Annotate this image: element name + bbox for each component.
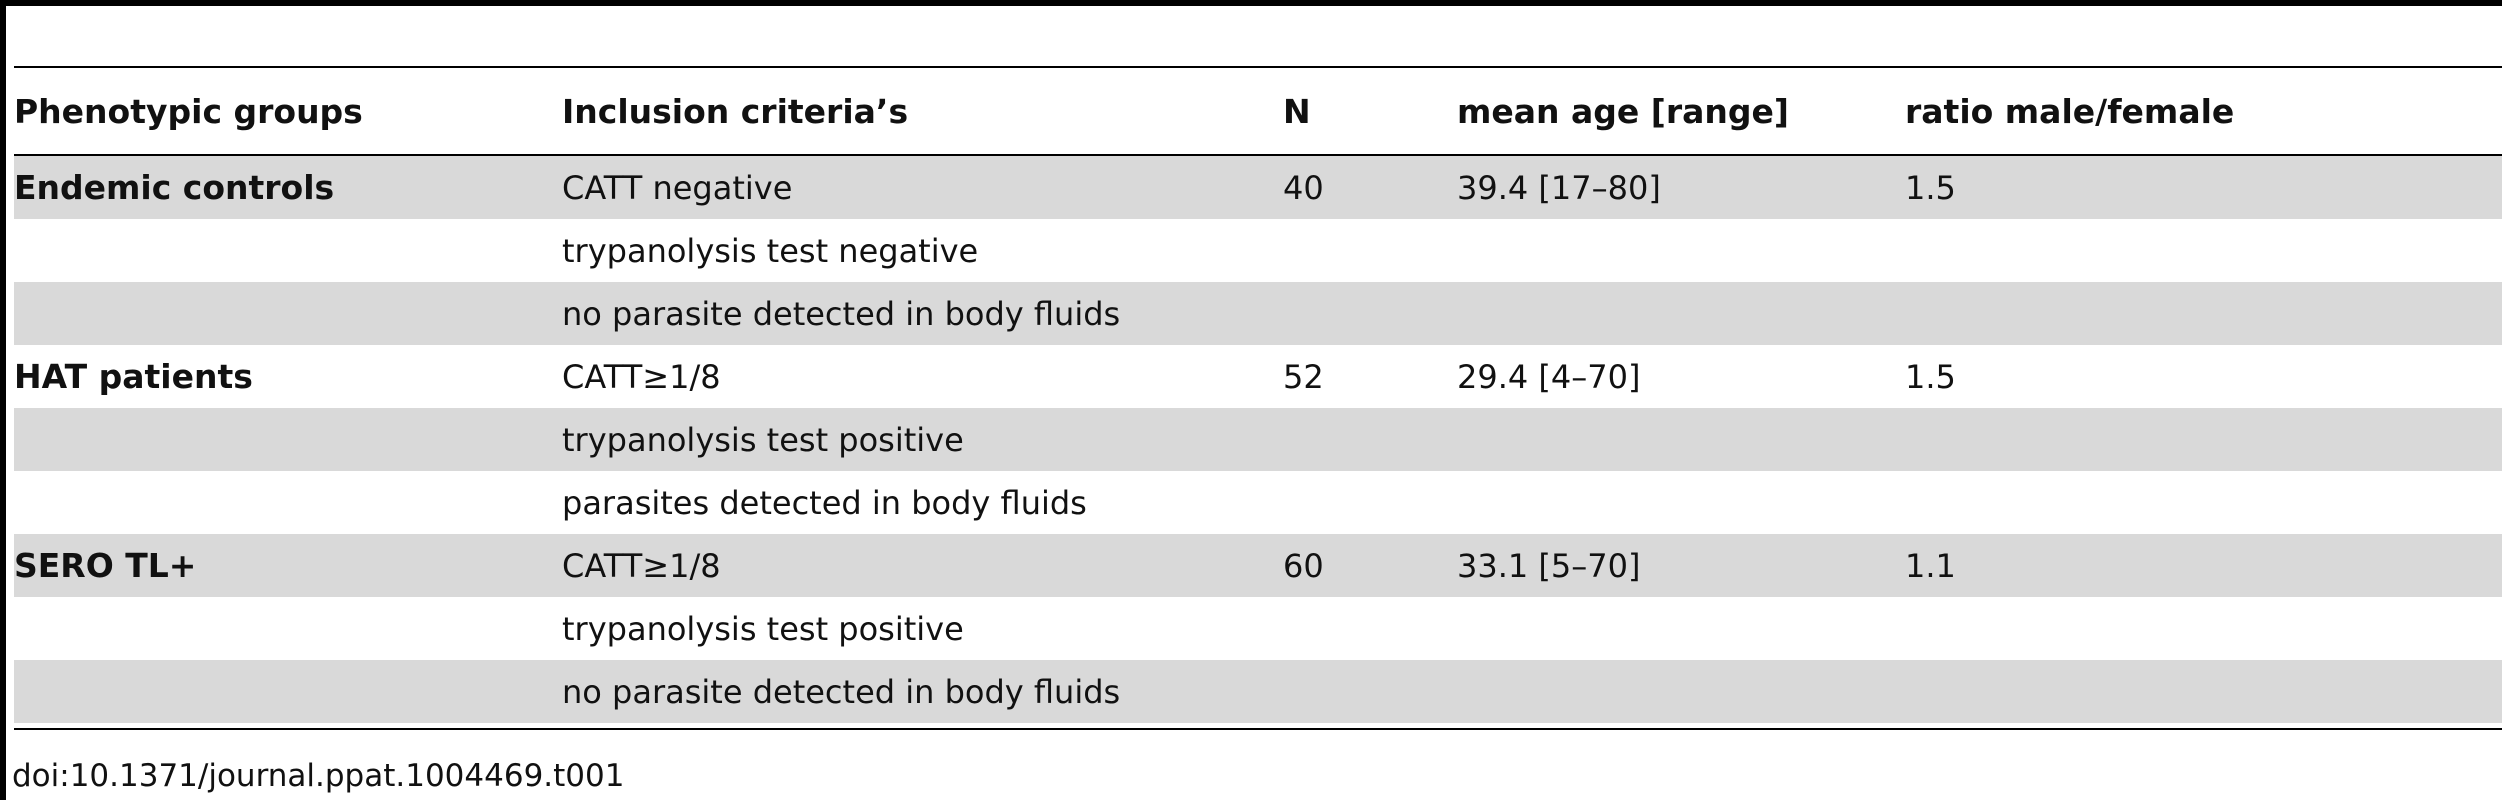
table-row: trypanolysis test positive [14, 597, 2502, 660]
header-mean-age: mean age [range] [1457, 91, 1789, 131]
criteria-cell: no parasite detected in body fluids [562, 294, 1121, 333]
group-name-cell: Endemic controls [14, 168, 335, 207]
mean-age-cell: 39.4 [17–80] [1457, 168, 1661, 207]
table-row: HAT patients CATT≥1/8 52 29.4 [4–70] 1.5 [14, 345, 2502, 408]
criteria-cell: CATT≥1/8 [562, 546, 721, 585]
criteria-cell: no parasite detected in body fluids [562, 672, 1121, 711]
table-top-rule [14, 66, 2502, 68]
n-cell: 40 [1283, 168, 1324, 207]
header-phenotypic-groups: Phenotypic groups [14, 91, 363, 131]
table-row: trypanolysis test positive [14, 408, 2502, 471]
n-cell: 60 [1283, 546, 1324, 585]
table-row: parasites detected in body fluids [14, 471, 2502, 534]
table-row: Endemic controls CATT negative 40 39.4 [… [14, 156, 2502, 219]
criteria-cell: trypanolysis test negative [562, 231, 979, 270]
top-border-rule [0, 0, 2502, 6]
mean-age-cell: 33.1 [5–70] [1457, 546, 1641, 585]
criteria-cell: trypanolysis test positive [562, 420, 964, 459]
table-row: SERO TL+ CATT≥1/8 60 33.1 [5–70] 1.1 [14, 534, 2502, 597]
table-header-row: Phenotypic groups Inclusion criteria’s N… [14, 68, 2502, 154]
criteria-cell: parasites detected in body fluids [562, 483, 1087, 522]
ratio-cell: 1.5 [1905, 357, 1956, 396]
n-cell: 52 [1283, 357, 1324, 396]
table-row: trypanolysis test negative [14, 219, 2502, 282]
header-inclusion-criteria: Inclusion criteria’s [562, 91, 909, 131]
table-bottom-rule [14, 728, 2502, 730]
header-n: N [1283, 91, 1311, 131]
ratio-cell: 1.5 [1905, 168, 1956, 207]
table-row: no parasite detected in body fluids [14, 660, 2502, 723]
criteria-cell: CATT negative [562, 168, 793, 207]
criteria-cell: CATT≥1/8 [562, 357, 721, 396]
doi-footnote: doi:10.1371/journal.ppat.1004469.t001 [12, 758, 625, 794]
ratio-cell: 1.1 [1905, 546, 1956, 585]
criteria-cell: trypanolysis test positive [562, 609, 964, 648]
mean-age-cell: 29.4 [4–70] [1457, 357, 1641, 396]
group-name-cell: SERO TL+ [14, 546, 197, 585]
table-row: no parasite detected in body fluids [14, 282, 2502, 345]
header-ratio: ratio male/female [1905, 91, 2235, 131]
left-border-rule [0, 0, 6, 800]
header-bottom-rule [14, 154, 2502, 156]
group-name-cell: HAT patients [14, 357, 253, 396]
